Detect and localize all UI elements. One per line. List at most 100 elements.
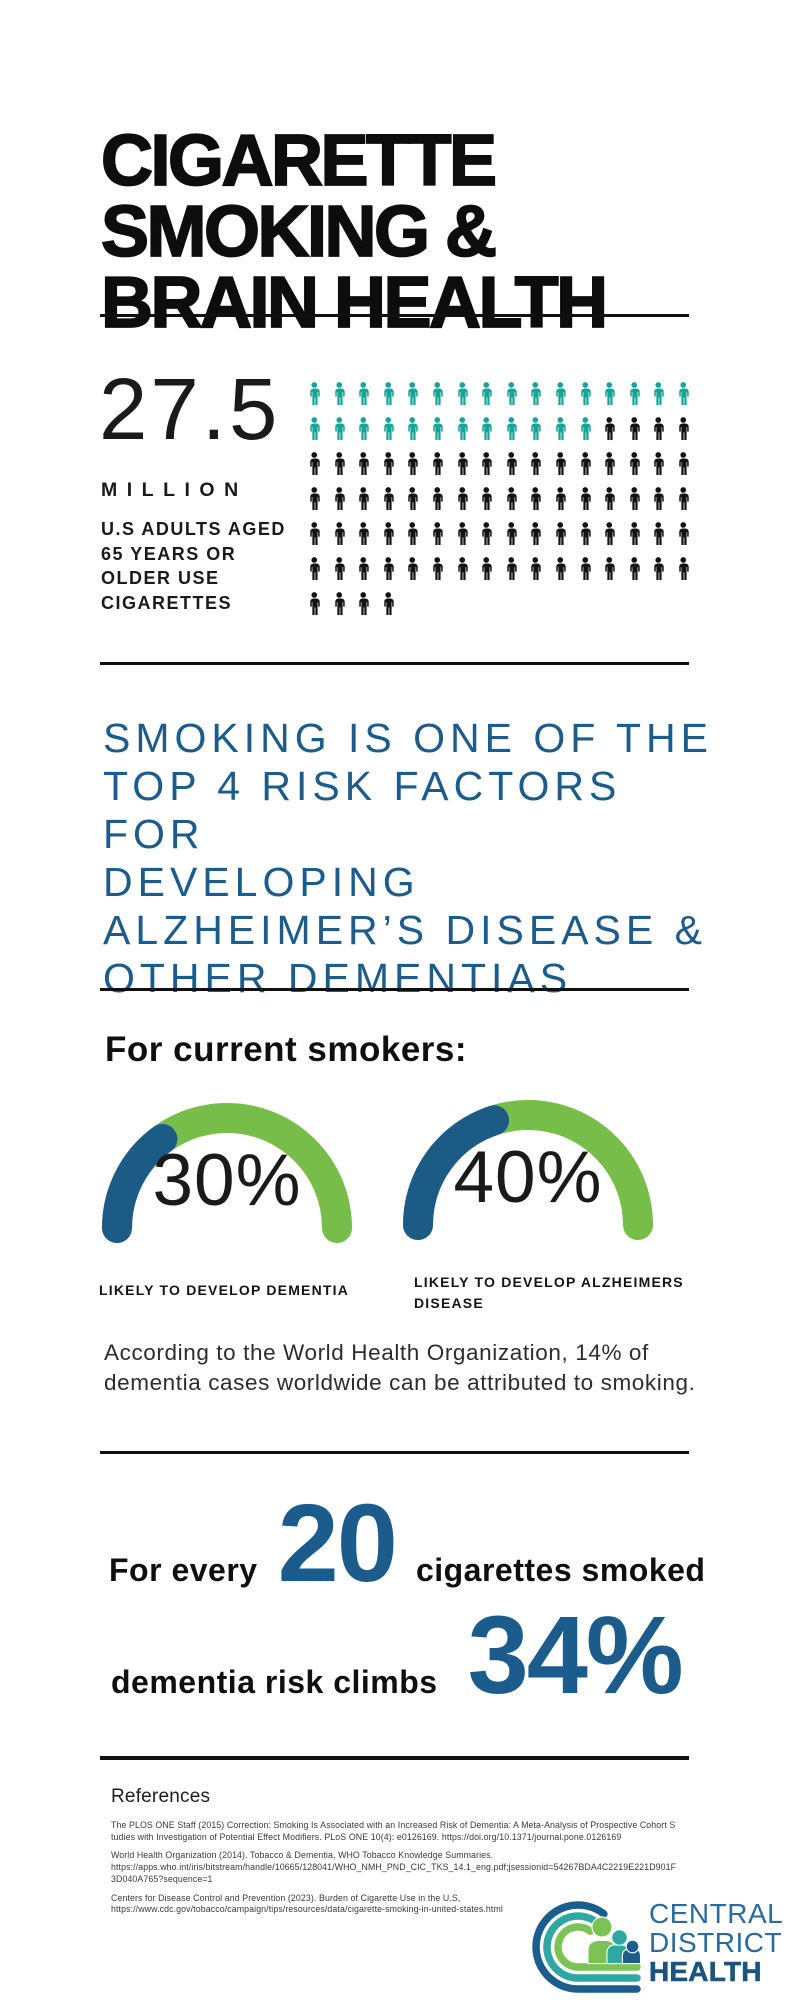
person-icon [528,486,543,511]
page-title: CIGARETTE SMOKING & BRAIN HEALTH [100,121,609,344]
person-icon [676,381,691,406]
person-icon [528,451,543,476]
person-icon [504,556,519,581]
person-icon [430,521,445,546]
title-line: CIGARETTE [100,121,498,202]
person-icon [627,381,642,406]
gauge-arc [403,1100,653,1240]
person-icon [627,521,642,546]
person-icon [356,451,371,476]
person-icon [356,486,371,511]
person-icon [553,556,568,581]
person-icon [332,486,347,511]
person-icon [307,486,322,511]
person-icon [381,591,396,616]
person-icon [307,521,322,546]
divider [100,662,689,665]
person-icon [602,556,617,581]
logo-word: DISTRICT [649,1927,783,1958]
person-icon [332,381,347,406]
person-icon [479,416,494,441]
person-icon [405,521,420,546]
person-icon [676,451,691,476]
person-icon [356,591,371,616]
divider [100,988,689,991]
person-icon [578,521,593,546]
person-icon [455,416,470,441]
person-icon [381,381,396,406]
references-heading: References [111,1786,211,1807]
person-icon [602,416,617,441]
person-icon [479,381,494,406]
person-icon [307,416,322,441]
person-icon [676,521,691,546]
logo-word: CENTRAL [649,1898,784,1929]
person-icon [455,521,470,546]
logo-word: HEALTH [649,1956,762,1987]
person-icon [455,486,470,511]
title-line: BRAIN HEALTH [100,263,609,344]
person-icon [307,381,322,406]
person-icon [332,556,347,581]
person-icon [528,556,543,581]
person-icon [332,416,347,441]
person-icon [627,556,642,581]
person-icon [455,556,470,581]
person-icon [307,451,322,476]
person-icon [356,381,371,406]
reference-item: Centers for Disease Control and Preventi… [111,1892,503,1915]
gauge-dementia: 30% [87,1088,367,1248]
person-icon [479,556,494,581]
pictogram-grid [307,381,701,616]
stat-value: 27.5 [99,361,281,458]
person-icon [307,591,322,616]
fact-prefix: For every [109,1552,258,1588]
person-icon [381,486,396,511]
gauge-value: 30% [152,1140,302,1221]
person-icon [332,521,347,546]
stat-description: U.S ADULTS AGED 65 YEARS OR OLDER USE CI… [101,519,286,613]
person-icon [504,486,519,511]
person-icon [356,416,371,441]
person-icon [430,381,445,406]
gauge-alzheimers: 40% [388,1085,668,1245]
stat-unit: MILLION [101,479,248,501]
fact-row-risk: dementia risk climbs 34% [111,1594,684,1717]
person-icon [356,521,371,546]
people-figures-icon [587,1916,642,1965]
risk-heading: SMOKING IS ONE OF THE TOP 4 RISK FACTORS… [103,715,713,1001]
fact-prefix: dementia risk climbs [111,1664,438,1700]
person-icon [405,451,420,476]
person-icon [504,416,519,441]
person-icon [651,486,666,511]
person-icon [405,486,420,511]
person-icon [430,416,445,441]
person-icon [676,556,691,581]
fact-number-34: 34% [467,1594,684,1717]
person-icon [504,521,519,546]
person-icon [602,381,617,406]
person-icon [651,521,666,546]
person-icon [602,486,617,511]
person-icon [602,451,617,476]
person-icon [651,416,666,441]
person-icon [553,416,568,441]
person-icon [430,486,445,511]
person-icon [578,556,593,581]
gauge-value: 40% [453,1137,603,1218]
person-icon [479,521,494,546]
gauge-arc [102,1103,352,1243]
person-icon [578,381,593,406]
person-icon [578,451,593,476]
person-icon [356,556,371,581]
person-icon [676,486,691,511]
person-icon [578,416,593,441]
central-district-health-logo-icon [532,1901,642,1993]
person-icon [405,381,420,406]
smokers-heading: For current smokers: [105,1030,468,1069]
person-icon [332,451,347,476]
person-icon [504,451,519,476]
references-list: The PLOS ONE Staff (2015) Correction: Sm… [111,1820,677,1923]
person-icon [651,451,666,476]
gauge-label-alzheimers: LIKELY TO DEVELOP ALZHEIMERS DISEASE [414,1274,684,1311]
